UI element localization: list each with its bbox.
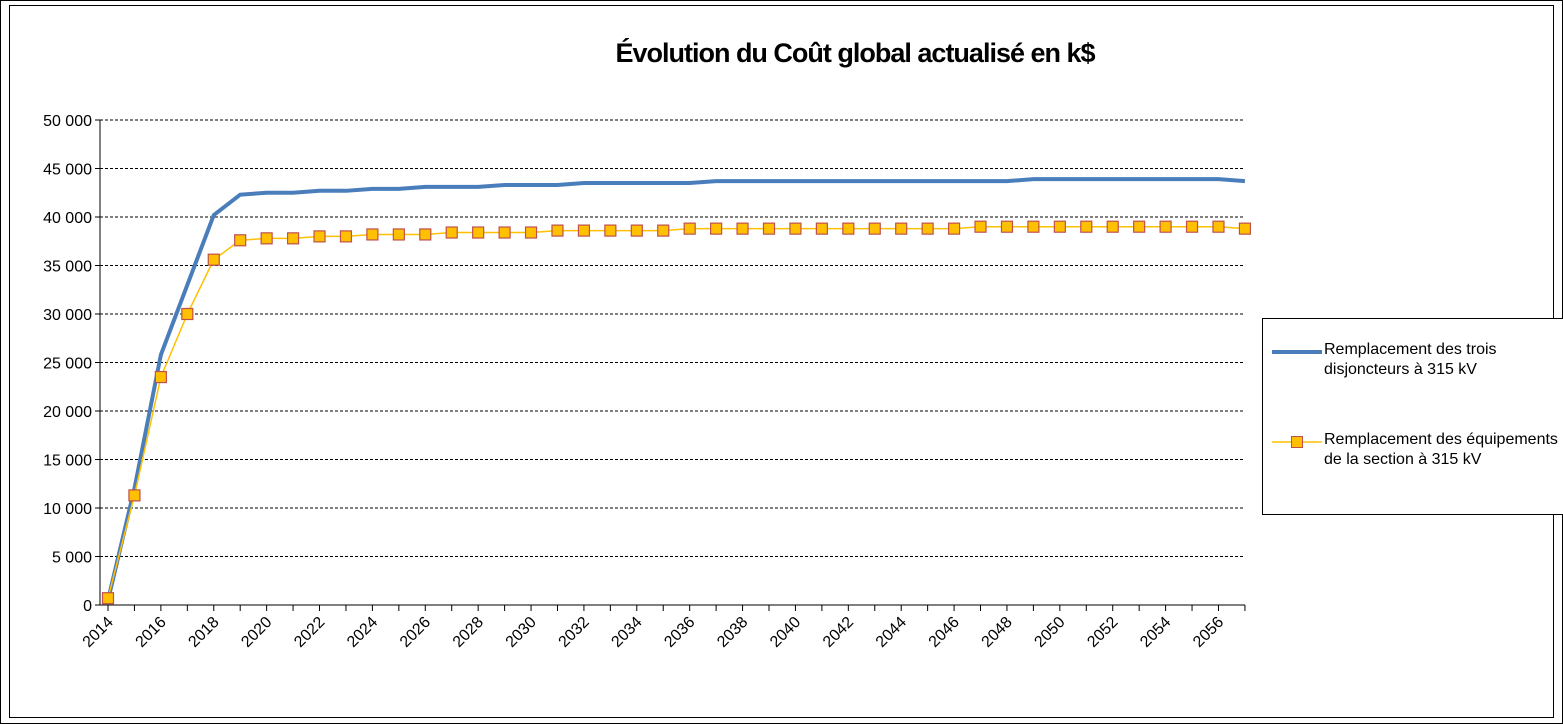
x-tick-label: 2014 [80,614,117,651]
marker [1053,220,1066,233]
marker [947,222,961,235]
marker [974,220,987,233]
y-tick-label: 0 [83,598,92,615]
marker [551,224,564,237]
marker [472,226,485,239]
marker [339,230,353,243]
x-tick-label: 2022 [291,614,328,651]
y-tick-label: 15 000 [43,453,92,470]
x-tick-label: 2040 [767,614,804,651]
marker [260,232,273,245]
x-tick-label: 2018 [185,614,222,651]
x-tick-label: 2054 [1137,614,1174,651]
x-tick-label: 2036 [661,614,698,651]
y-tick-label: 50 000 [43,113,92,130]
marker [392,228,405,241]
marker [1238,222,1252,235]
marker [868,222,881,235]
marker [234,234,247,247]
marker [1185,220,1199,233]
x-tick-label: 2032 [556,614,593,651]
marker [657,224,670,237]
chart-title: Évolution du Coût global actualisé en k$ [615,37,1095,68]
x-tick-label: 2046 [926,614,963,651]
marker [604,224,617,237]
marker [1080,220,1093,233]
y-tick-label: 30 000 [43,307,92,324]
y-tick-label: 45 000 [43,162,92,179]
marker [762,222,776,235]
x-tick-label: 2016 [133,614,170,651]
x-tick-label: 2052 [1084,614,1121,651]
marker [895,222,908,235]
marker [815,222,828,235]
marker [630,224,643,237]
legend-label: Remplacement des trois disjoncteurs à 31… [1324,341,1497,378]
legend-label: Remplacement des équipements de la secti… [1324,431,1558,468]
marker [1159,220,1172,233]
x-tick-label: 2042 [820,614,857,651]
y-tick-label: 40 000 [43,210,92,227]
series-line [106,177,1246,601]
y-tick-label: 35 000 [43,259,92,276]
x-tick-label: 2050 [1031,614,1068,651]
legend-entry: Remplacement des équipements de la secti… [1324,431,1558,468]
marker [736,222,749,235]
y-tick-label: 25 000 [43,356,92,373]
marker [498,226,511,239]
marker [1212,220,1225,233]
legend-entry: Remplacement des trois disjoncteurs à 31… [1324,341,1497,378]
marker [1027,220,1040,233]
marker [419,228,432,241]
marker [1133,220,1146,233]
y-tick-label: 10 000 [43,501,92,518]
marker [207,253,220,266]
marker [789,222,802,235]
marker [1106,220,1119,233]
x-tick-label: 2026 [397,614,434,651]
marker [577,224,591,237]
marker [842,222,855,235]
marker [710,222,723,235]
marker [683,222,696,235]
y-tick-label: 5 000 [52,550,92,567]
x-tick-label: 2020 [238,614,275,651]
x-tick-label: 2044 [873,614,910,651]
x-tick-label: 2028 [450,614,487,651]
x-tick-label: 2024 [344,614,381,651]
y-tick-label: 20 000 [43,404,92,421]
marker [445,226,458,239]
marker [286,232,300,245]
x-tick-label: 2038 [714,614,751,651]
series-line [107,225,1245,599]
marker [154,370,167,384]
legend-marker [1291,436,1303,448]
marker [128,489,141,502]
marker [181,307,194,321]
marker [1000,220,1014,233]
marker [921,222,934,235]
x-tick-label: 2034 [608,614,645,651]
x-tick-label: 2056 [1190,614,1227,651]
x-tick-label: 2048 [979,614,1016,651]
x-tick-label: 2030 [503,614,540,651]
marker [366,228,379,241]
marker [101,592,115,605]
marker [524,226,538,239]
marker [313,230,326,243]
